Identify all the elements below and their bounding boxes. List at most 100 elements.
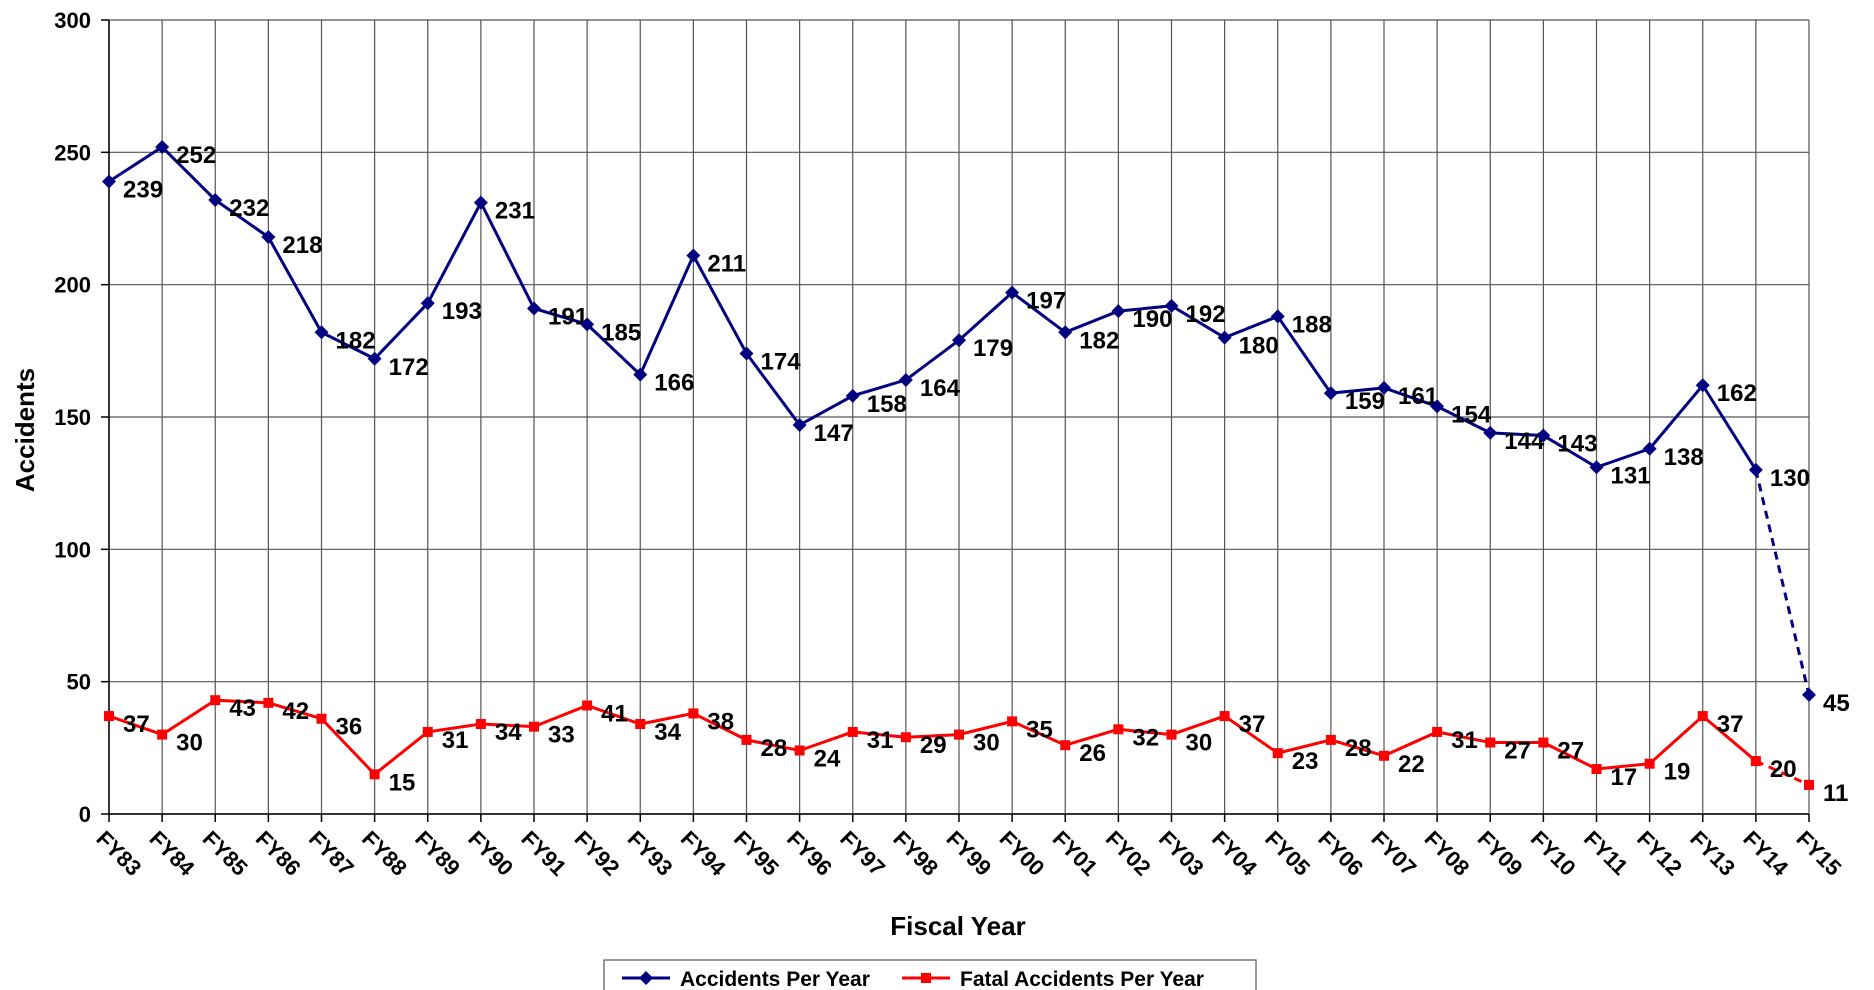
data-label: 30 xyxy=(1186,730,1213,757)
data-label: 158 xyxy=(867,391,907,418)
data-label: 30 xyxy=(176,730,203,757)
x-tick-label: FY06 xyxy=(1313,826,1368,881)
data-label: 19 xyxy=(1664,759,1691,786)
data-point xyxy=(529,721,539,732)
y-tick-label: 50 xyxy=(67,670,91,695)
data-label: 11 xyxy=(1823,780,1848,807)
x-tick-label: FY96 xyxy=(782,826,837,881)
data-label: 185 xyxy=(601,319,641,346)
data-point xyxy=(952,333,966,348)
data-label: 22 xyxy=(1398,751,1425,778)
data-label: 26 xyxy=(1079,740,1106,767)
data-label: 31 xyxy=(442,727,469,754)
data-label: 172 xyxy=(389,354,429,381)
y-tick-label: 200 xyxy=(54,273,91,298)
data-point xyxy=(1325,734,1336,745)
data-point xyxy=(792,417,807,432)
data-point xyxy=(263,697,274,708)
data-label: 34 xyxy=(495,719,522,746)
x-tick-label: FY05 xyxy=(1260,826,1315,881)
data-point xyxy=(1750,756,1761,767)
data-label: 162 xyxy=(1717,380,1757,407)
data-label: 37 xyxy=(1239,711,1266,738)
data-label: 218 xyxy=(282,232,322,259)
data-point xyxy=(316,713,327,724)
data-point xyxy=(635,719,646,730)
x-tick-label: FY88 xyxy=(357,826,412,881)
data-point xyxy=(208,192,223,207)
data-point xyxy=(1591,764,1602,775)
x-tick-label: FY12 xyxy=(1632,826,1687,881)
data-point xyxy=(1007,716,1018,727)
data-label: 159 xyxy=(1345,388,1385,415)
x-tick-label: FY90 xyxy=(463,826,518,881)
data-point xyxy=(1005,285,1020,300)
data-label: 38 xyxy=(707,708,734,735)
data-point xyxy=(1270,309,1285,324)
y-tick-label: 250 xyxy=(54,140,91,165)
data-label: 164 xyxy=(920,375,961,402)
data-point xyxy=(1644,758,1655,769)
data-point xyxy=(1695,378,1710,393)
data-point xyxy=(582,700,593,711)
data-label: 130 xyxy=(1770,465,1810,492)
x-tick-label: FY08 xyxy=(1420,826,1475,881)
data-label: 232 xyxy=(229,195,269,222)
data-point xyxy=(1589,460,1604,475)
data-point xyxy=(900,732,911,743)
data-label: 28 xyxy=(1345,735,1372,762)
data-point xyxy=(1219,711,1230,722)
x-tick-label: FY97 xyxy=(835,826,890,881)
data-point xyxy=(1379,750,1389,761)
y-tick-label: 300 xyxy=(54,8,91,33)
data-point xyxy=(898,372,913,387)
data-label: 190 xyxy=(1132,306,1172,333)
data-label: 31 xyxy=(1451,727,1478,754)
data-label: 28 xyxy=(761,735,788,762)
data-point xyxy=(261,230,276,245)
x-tick-label: FY84 xyxy=(145,826,200,881)
data-label: 35 xyxy=(1026,716,1053,743)
data-point xyxy=(1430,399,1445,414)
data-label: 27 xyxy=(1504,738,1531,765)
data-point xyxy=(155,140,170,155)
x-tick-label: FY87 xyxy=(304,826,359,881)
x-tick-label: FY13 xyxy=(1685,826,1740,881)
data-label: 182 xyxy=(336,327,376,354)
data-label: 37 xyxy=(123,711,150,738)
data-point xyxy=(314,325,329,340)
data-label: 138 xyxy=(1664,444,1704,471)
data-point xyxy=(633,367,648,382)
x-tick-label: FY01 xyxy=(1048,826,1103,881)
x-tick-label: FY85 xyxy=(198,826,253,881)
data-point xyxy=(157,729,168,740)
data-point xyxy=(1164,298,1179,313)
data-point xyxy=(1748,462,1763,477)
data-label: 23 xyxy=(1292,748,1319,775)
x-tick-label: FY92 xyxy=(570,826,625,881)
x-tick-label: FY07 xyxy=(1366,826,1421,881)
data-point xyxy=(954,729,964,740)
data-point xyxy=(1697,711,1708,722)
data-point xyxy=(473,195,488,210)
data-label: 31 xyxy=(867,727,894,754)
data-label: 193 xyxy=(442,298,482,325)
x-tick-label: FY15 xyxy=(1791,826,1846,881)
data-label: 147 xyxy=(814,420,854,447)
data-point xyxy=(102,174,116,189)
data-point xyxy=(794,745,805,756)
data-point xyxy=(1060,740,1071,751)
data-point xyxy=(210,695,221,706)
series-line xyxy=(108,145,1758,471)
x-tick-label: FY02 xyxy=(1101,826,1156,881)
data-point xyxy=(1642,441,1657,456)
data-point xyxy=(1166,729,1177,740)
data-label: 182 xyxy=(1079,327,1119,354)
data-label: 131 xyxy=(1611,462,1651,489)
data-label: 180 xyxy=(1239,333,1279,360)
data-label: 41 xyxy=(601,700,628,727)
data-label: 154 xyxy=(1451,401,1492,428)
data-point xyxy=(1323,386,1338,401)
